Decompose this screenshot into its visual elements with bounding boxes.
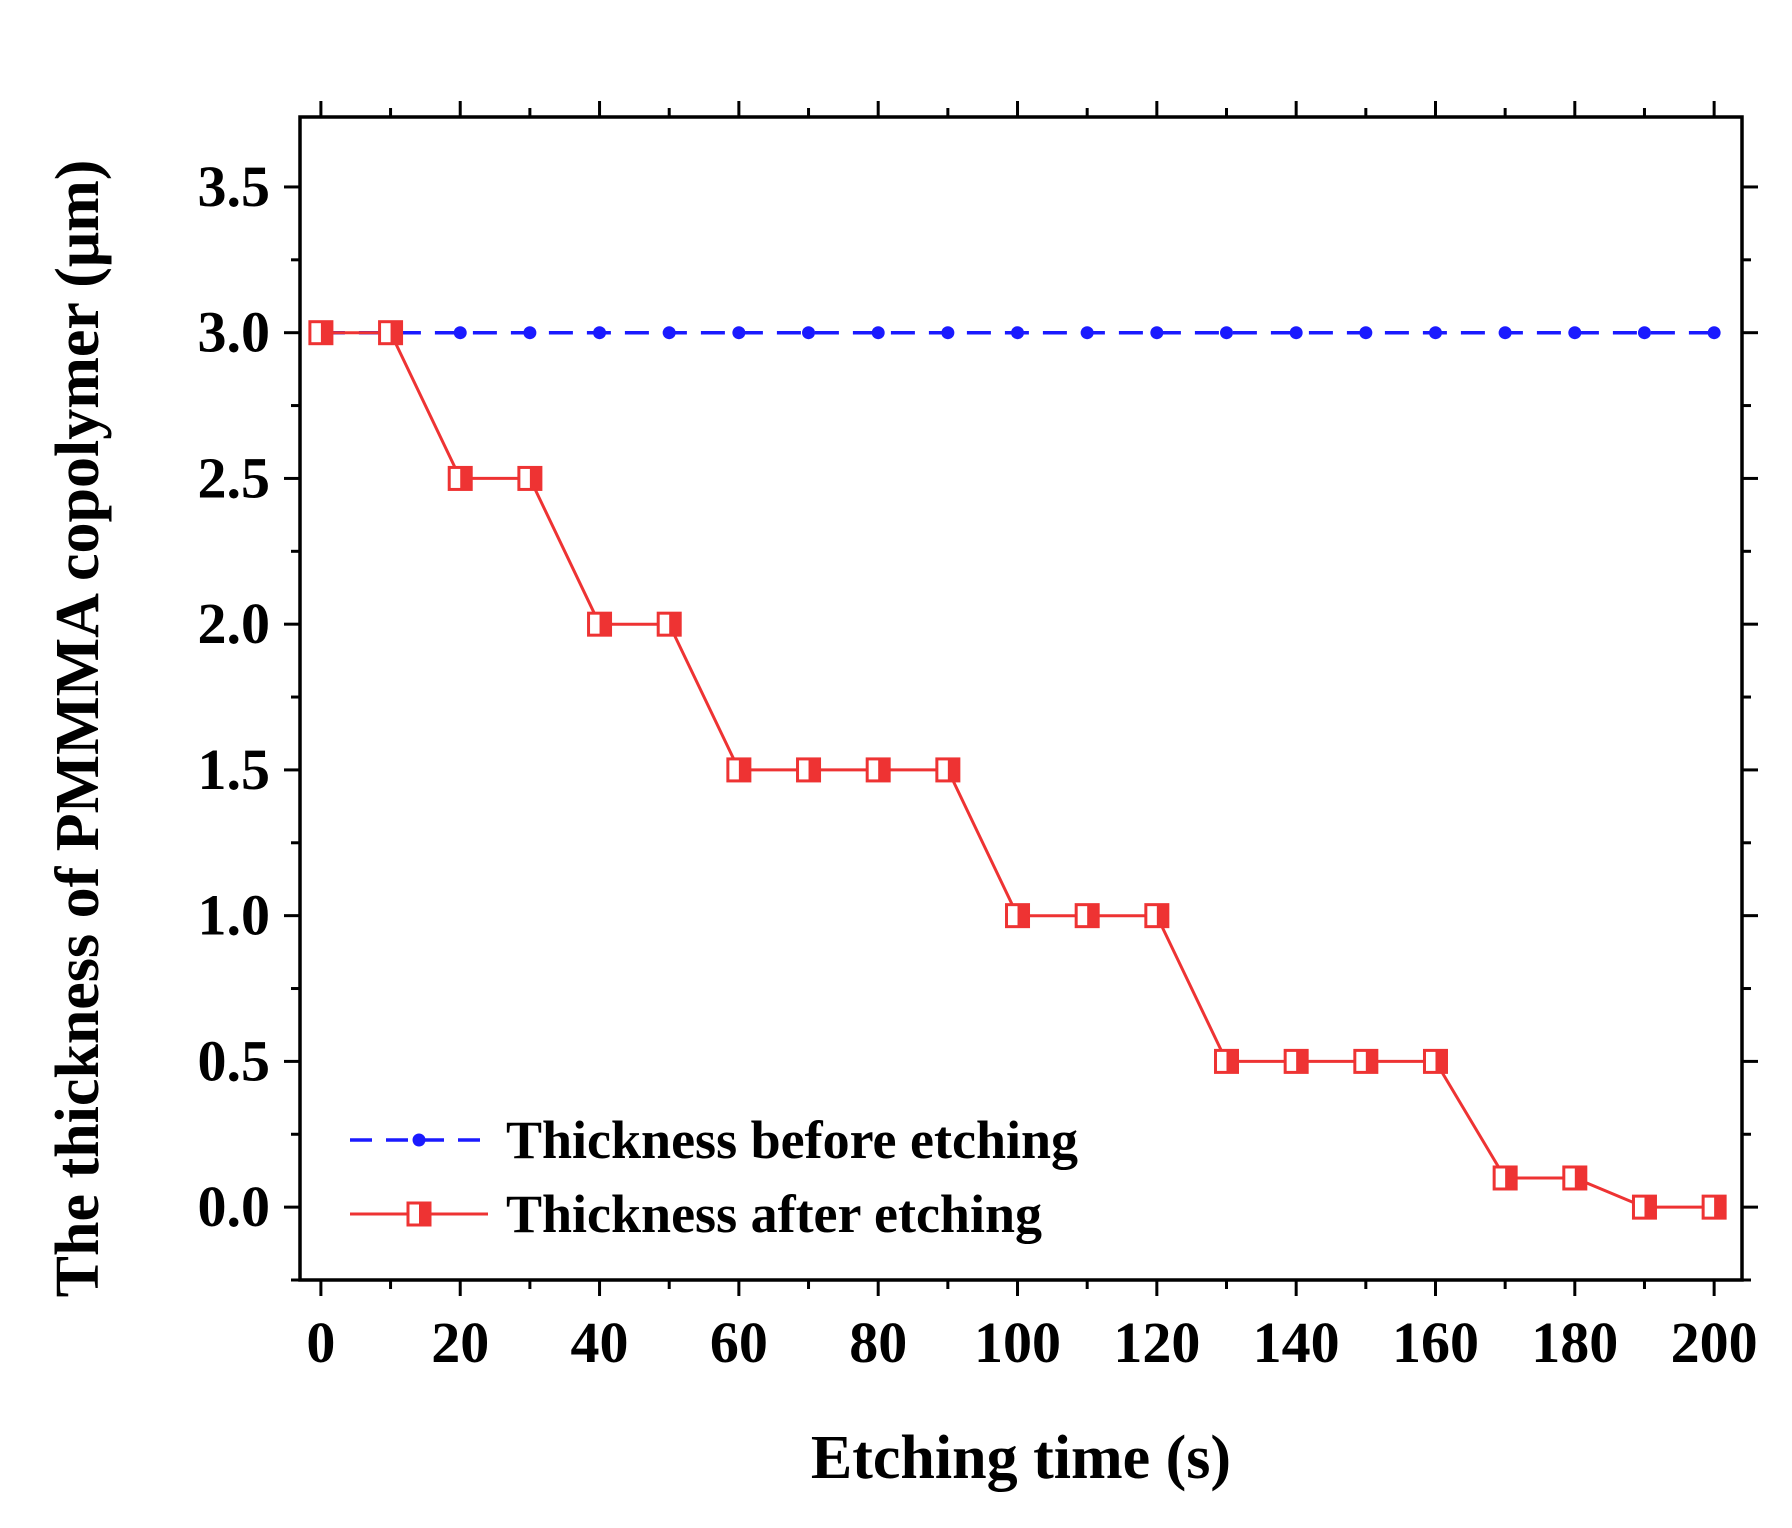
tick-labels-layer: 0 20 40 60 80 100 120 140 160 180 200 0.0 0.5 1.0 1.5 2… (198, 154, 1758, 1375)
data-point (1707, 326, 1721, 340)
y-tick-label: 3.0 (198, 300, 271, 365)
x-tick-label: 40 (571, 1310, 629, 1375)
marker-fill (1574, 1166, 1586, 1189)
data-point (1220, 326, 1234, 340)
data-point (1428, 326, 1442, 340)
data-point (871, 326, 885, 340)
data-point (1562, 1165, 1588, 1191)
marker-fill (738, 758, 750, 781)
data-point (1359, 326, 1373, 340)
data-point (1353, 1048, 1379, 1074)
x-tick-label: 160 (1392, 1310, 1479, 1375)
data-point (1422, 1048, 1448, 1074)
marker-fill (529, 467, 541, 490)
data-point (1150, 326, 1164, 340)
marker-fill (1435, 1050, 1447, 1073)
data-point (1005, 903, 1031, 929)
marker-fill (460, 467, 472, 490)
y-tick-label: 2.5 (198, 445, 271, 510)
data-point (1568, 326, 1582, 340)
marker-fill (599, 613, 611, 636)
x-tick-label: 120 (1113, 1310, 1200, 1375)
data-point (523, 326, 537, 340)
y-tick-label: 0.5 (198, 1028, 271, 1093)
data-point (935, 757, 961, 783)
x-tick-label: 200 (1671, 1310, 1758, 1375)
data-point (1011, 326, 1025, 340)
legend-label: Thickness before etching (506, 1110, 1078, 1170)
data-point (1631, 1194, 1657, 1220)
marker-fill (390, 321, 402, 344)
data-point (941, 326, 955, 340)
data-point (1080, 326, 1094, 340)
y-tick-label: 1.5 (198, 737, 271, 802)
marker-fill (1505, 1166, 1517, 1189)
marker-fill (1156, 904, 1168, 927)
x-tick-label: 80 (849, 1310, 907, 1375)
data-point (1492, 1165, 1518, 1191)
data-point (796, 757, 822, 783)
legend-marker (412, 1133, 426, 1147)
legend: Thickness before etching Thickness after … (350, 1110, 1078, 1244)
y-axis-title: The thickness of PMMMA copolymer (μm) (44, 160, 112, 1298)
y-tick-label: 2.0 (198, 591, 271, 656)
x-tick-label: 100 (974, 1310, 1061, 1375)
legend-marker (406, 1201, 432, 1227)
data-point (517, 465, 543, 491)
legend-label: Thickness after etching (506, 1184, 1042, 1244)
ticks-layer (284, 101, 1758, 1296)
data-point (732, 326, 746, 340)
x-tick-label: 0 (306, 1310, 335, 1375)
marker-fill (947, 758, 959, 781)
marker-fill (1017, 904, 1029, 927)
marker-fill (878, 758, 890, 781)
data-point (1637, 326, 1651, 340)
data-point (593, 326, 607, 340)
data-point (1214, 1048, 1240, 1074)
marker-fill (1714, 1196, 1726, 1219)
data-point (1283, 1048, 1309, 1074)
x-tick-label: 140 (1253, 1310, 1340, 1375)
data-point (447, 465, 473, 491)
marker-fill (669, 613, 681, 636)
x-axis-title: Etching time (s) (811, 1424, 1231, 1492)
x-tick-label: 180 (1531, 1310, 1618, 1375)
data-point (1144, 903, 1170, 929)
data-point (802, 326, 816, 340)
data-point (453, 326, 467, 340)
x-tick-label: 20 (431, 1310, 489, 1375)
data-point (662, 326, 676, 340)
data-point (378, 320, 404, 346)
x-tick-label: 60 (710, 1310, 768, 1375)
data-point (1074, 903, 1100, 929)
data-point (1498, 326, 1512, 340)
marker-fill (1296, 1050, 1308, 1073)
marker-fill (1226, 1050, 1238, 1073)
data-point (1701, 1194, 1727, 1220)
y-tick-label: 0.0 (198, 1174, 271, 1239)
y-tick-label: 3.5 (198, 154, 271, 219)
marker-fill (320, 321, 332, 344)
data-point (865, 757, 891, 783)
data-point (726, 757, 752, 783)
series-layer (308, 320, 1727, 1220)
marker-fill (808, 758, 820, 781)
data-point (587, 611, 613, 637)
marker-fill (1644, 1196, 1656, 1219)
marker-fill (1365, 1050, 1377, 1073)
marker-fill (1087, 904, 1099, 927)
y-tick-label: 1.0 (198, 883, 271, 948)
data-point (308, 320, 334, 346)
data-point (1289, 326, 1303, 340)
marker-fill (419, 1203, 430, 1225)
data-point (656, 611, 682, 637)
